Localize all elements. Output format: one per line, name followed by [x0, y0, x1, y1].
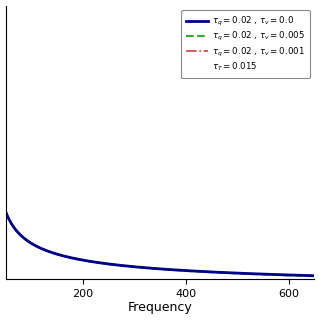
$\tau_q = 0.02$ , $\tau_v = 0.005$	[303, 274, 307, 278]
Legend: $\tau_q = 0.02$ , $\tau_v = 0.0$, $\tau_q = 0.02$ , $\tau_v = 0.005$, $\tau_q = : $\tau_q = 0.02$ , $\tau_v = 0.0$, $\tau_…	[181, 10, 310, 78]
$\tau_q = 0.02$ , $\tau_v = 0.001$	[247, 272, 251, 276]
$\tau_q = 0.02$ , $\tau_v = 0.0$	[4, 210, 7, 213]
$\tau_q = 0.02$ , $\tau_v = 0.0$	[304, 274, 308, 277]
Line: $\tau_q = 0.02$ , $\tau_v = 0.0$: $\tau_q = 0.02$ , $\tau_v = 0.0$	[5, 212, 315, 276]
$\tau_q = 0.02$ , $\tau_v = 0.0$	[313, 274, 316, 278]
$\tau_q = 0.02$ , $\tau_v = 0.0$	[154, 267, 158, 270]
$\tau_q = 0.02$ , $\tau_v = 0.005$	[4, 210, 7, 213]
$\tau_q = 0.02$ , $\tau_v = 0.0$	[20, 234, 23, 238]
$\tau_q = 0.02$ , $\tau_v = 0.005$	[154, 267, 158, 271]
Line: $\tau_q = 0.02$ , $\tau_v = 0.005$: $\tau_q = 0.02$ , $\tau_v = 0.005$	[5, 212, 315, 276]
$\tau_q = 0.02$ , $\tau_v = 0.001$	[313, 274, 316, 278]
$\tau_q = 0.02$ , $\tau_v = 0.005$	[146, 266, 149, 270]
$\tau_q = 0.02$ , $\tau_v = 0.001$	[146, 266, 149, 270]
$\tau_q = 0.02$ , $\tau_v = 0.001$	[303, 274, 307, 277]
$\tau_q = 0.02$ , $\tau_v = 0.001$	[20, 234, 23, 238]
X-axis label: Frequency: Frequency	[128, 301, 192, 315]
$\tau_q = 0.02$ , $\tau_v = 0.001$	[304, 274, 308, 277]
$\tau_q = 0.02$ , $\tau_v = 0.0$	[247, 272, 251, 276]
Line: $\tau_q = 0.02$ , $\tau_v = 0.001$: $\tau_q = 0.02$ , $\tau_v = 0.001$	[5, 212, 315, 276]
$\tau_q = 0.02$ , $\tau_v = 0.005$	[313, 274, 316, 278]
$\tau_q = 0.02$ , $\tau_v = 0.001$	[154, 267, 158, 270]
$\tau_q = 0.02$ , $\tau_v = 0.001$	[4, 210, 7, 213]
$\tau_q = 0.02$ , $\tau_v = 0.0$	[303, 274, 307, 277]
$\tau_q = 0.02$ , $\tau_v = 0.005$	[247, 272, 251, 276]
$\tau_q = 0.02$ , $\tau_v = 0.005$	[20, 234, 23, 238]
$\tau_q = 0.02$ , $\tau_v = 0.0$	[146, 266, 149, 270]
$\tau_q = 0.02$ , $\tau_v = 0.005$	[304, 274, 308, 278]
